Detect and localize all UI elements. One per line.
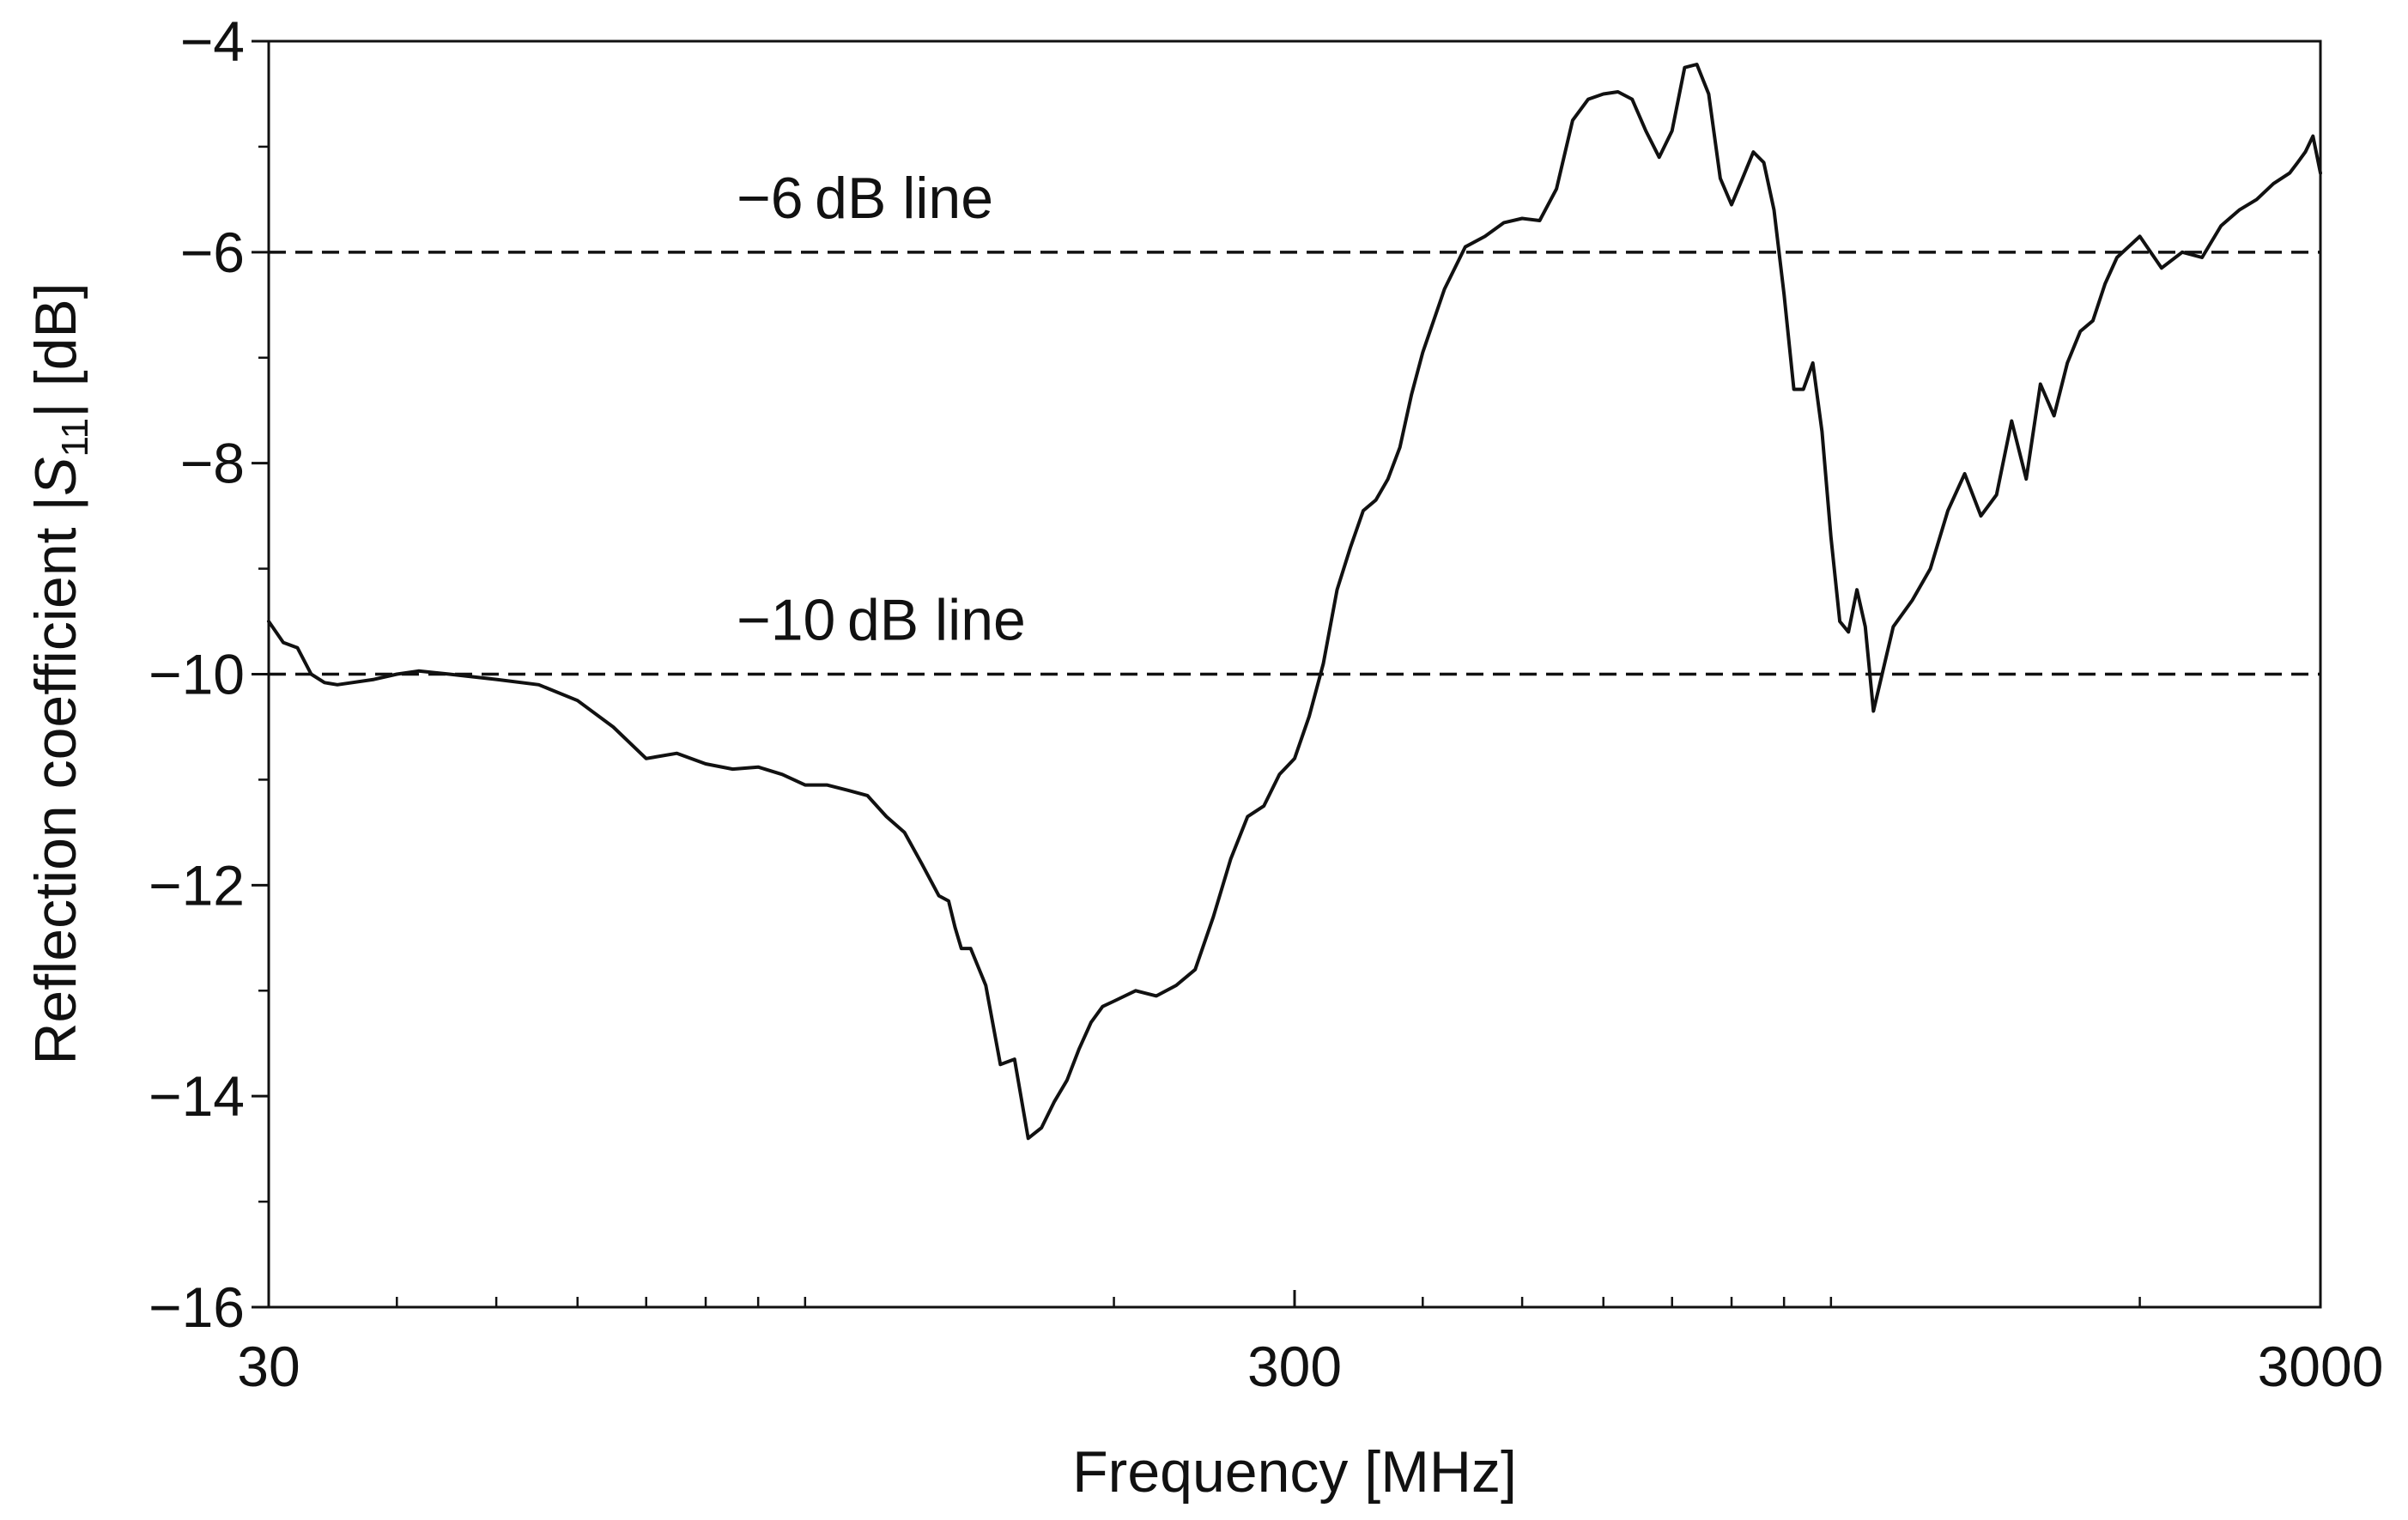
y-axis-label-symbol: S — [23, 457, 88, 496]
y-tick-label: −6 — [180, 221, 245, 284]
y-tick-label: −14 — [149, 1064, 245, 1128]
y-axis-label-tail: | [dB] — [23, 282, 88, 418]
x-axis-label: Frequency [MHz] — [1072, 1439, 1517, 1505]
x-tick-label: 30 — [237, 1335, 300, 1398]
reference-lines: −6 dB line −10 dB line — [269, 166, 2320, 676]
y-axis-ticks — [252, 39, 269, 1309]
y-tick-label: −12 — [149, 853, 245, 917]
x-axis-ticks — [267, 1290, 2322, 1307]
reference-line-label: −6 dB line — [737, 166, 993, 231]
y-axis-label: Reflection coefficient |S11| [dB] — [23, 282, 96, 1064]
x-axis-tick-labels: 30 300 3000 — [237, 1335, 2383, 1398]
x-tick-label: 3000 — [2258, 1335, 2384, 1398]
y-tick-label: −16 — [149, 1275, 245, 1339]
y-tick-label: −8 — [180, 432, 245, 495]
series-layer — [267, 63, 2322, 1141]
series-line — [267, 63, 2322, 1141]
y-axis-label-subscript: 11 — [54, 418, 96, 457]
y-tick-label: −4 — [180, 9, 245, 73]
reference-line-label: −10 dB line — [737, 588, 1026, 653]
y-tick-label: −10 — [149, 643, 245, 706]
y-axis-label-main: Reflection coefficient | — [23, 496, 88, 1065]
y-axis-tick-labels: −16 −14 −12 −10 −8 −6 −4 — [149, 9, 245, 1339]
x-tick-label: 300 — [1247, 1335, 1342, 1398]
